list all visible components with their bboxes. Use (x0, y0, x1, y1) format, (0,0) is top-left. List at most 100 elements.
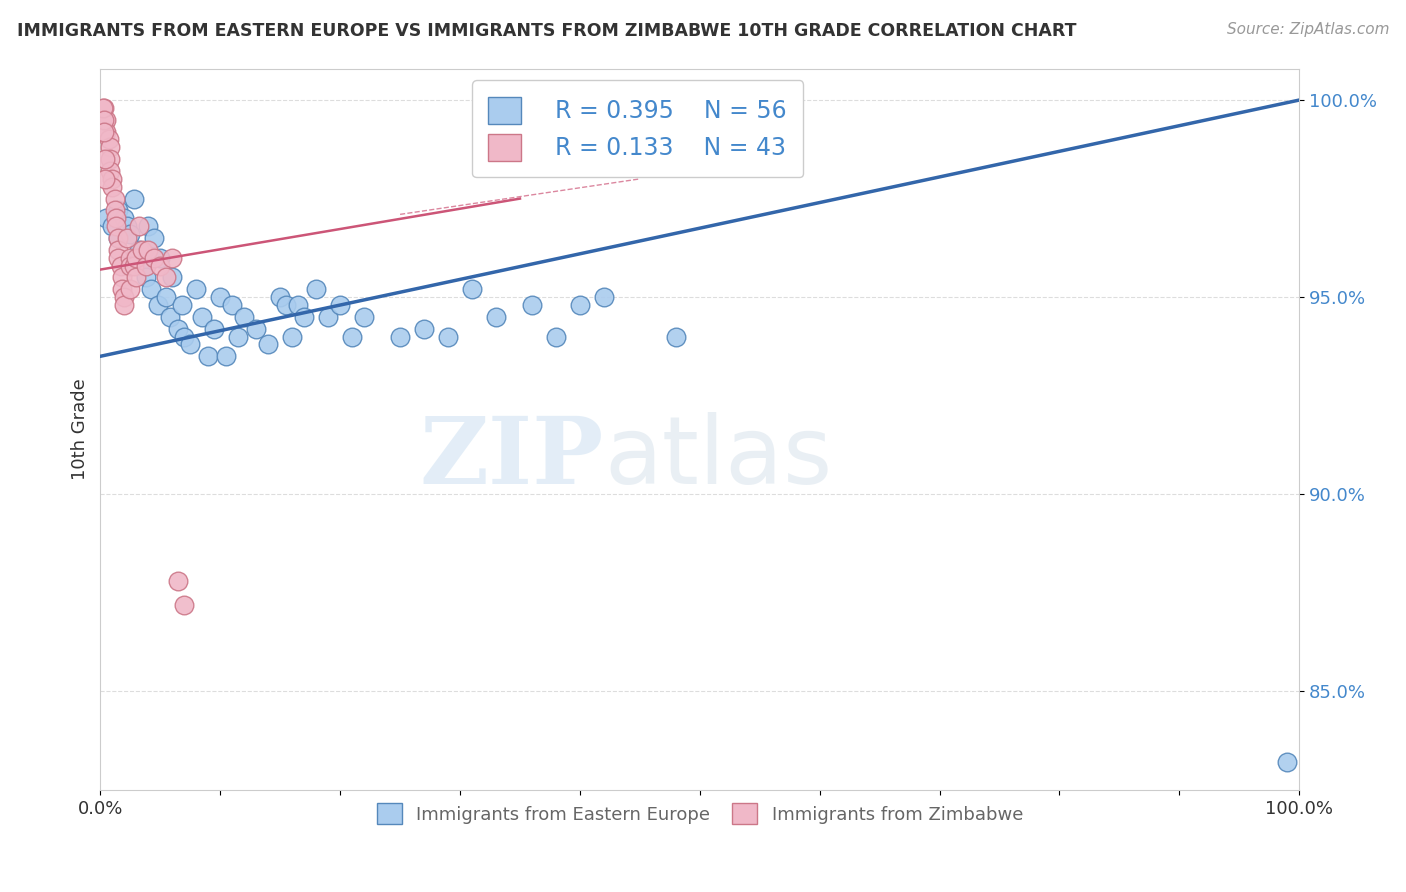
Point (101, 219, 124, 234)
Point (98, 164, 121, 178)
Point (112, 290, 135, 304)
Point (143, 231, 166, 245)
Point (149, 251, 172, 265)
Point (111, 282, 134, 296)
Point (122, 192, 145, 206)
Point (245, 321, 267, 335)
Point (93, 101, 115, 115)
Point (281, 329, 304, 343)
Point (112, 298, 135, 312)
Point (131, 243, 153, 257)
Point (155, 270, 177, 285)
Point (305, 282, 328, 296)
Y-axis label: 10th Grade: 10th Grade (72, 378, 89, 480)
Point (292, 310, 315, 324)
Point (167, 321, 190, 335)
Point (353, 310, 375, 324)
Point (110, 259, 132, 273)
Point (1277, 756, 1299, 770)
Point (96, 211, 118, 226)
Point (104, 211, 127, 226)
Point (101, 179, 124, 194)
Point (202, 321, 225, 335)
Point (568, 298, 591, 312)
Point (170, 298, 193, 312)
Point (120, 227, 142, 241)
Point (173, 329, 195, 343)
Point (111, 270, 134, 285)
Point (149, 259, 172, 273)
Point (125, 251, 148, 265)
Point (94, 172, 117, 186)
Point (135, 259, 157, 273)
Point (120, 251, 142, 265)
Point (115, 219, 138, 234)
Point (136, 243, 159, 257)
Point (96, 125, 118, 139)
Point (93, 112, 115, 127)
Point (128, 243, 150, 257)
Point (104, 219, 127, 234)
Point (98, 140, 121, 154)
Point (592, 290, 614, 304)
Text: IMMIGRANTS FROM EASTERN EUROPE VS IMMIGRANTS FROM ZIMBABWE 10TH GRADE CORRELATIO: IMMIGRANTS FROM EASTERN EUROPE VS IMMIGR… (17, 22, 1077, 40)
Point (136, 219, 159, 234)
Point (257, 337, 280, 351)
Point (389, 329, 412, 343)
Point (107, 231, 129, 245)
Point (276, 298, 298, 312)
Point (107, 251, 129, 265)
Point (96, 112, 118, 127)
Point (162, 270, 184, 285)
Point (91, 101, 114, 115)
Point (125, 251, 148, 265)
Point (437, 329, 460, 343)
Point (221, 298, 243, 312)
Point (269, 290, 291, 304)
Point (98, 152, 121, 166)
Point (94, 152, 117, 166)
Point (107, 231, 129, 245)
Point (159, 310, 181, 324)
Point (233, 310, 256, 324)
Point (215, 349, 238, 363)
Point (97, 132, 120, 146)
Point (461, 282, 484, 296)
Legend: Immigrants from Eastern Europe, Immigrants from Zimbabwe: Immigrants from Eastern Europe, Immigran… (366, 792, 1033, 835)
Point (520, 298, 543, 312)
Point (485, 310, 508, 324)
Point (167, 574, 190, 588)
Text: Source: ZipAtlas.com: Source: ZipAtlas.com (1226, 22, 1389, 37)
Point (329, 298, 352, 312)
Point (143, 251, 166, 265)
Point (197, 349, 219, 363)
Point (131, 259, 153, 273)
Point (155, 290, 177, 304)
Point (173, 598, 195, 612)
Point (104, 203, 127, 218)
Point (93, 125, 115, 139)
Point (162, 251, 184, 265)
Point (287, 298, 309, 312)
Point (226, 329, 249, 343)
Point (340, 329, 363, 343)
Point (209, 290, 232, 304)
Point (413, 321, 436, 335)
Point (120, 282, 142, 296)
Point (112, 211, 135, 226)
Point (191, 310, 214, 324)
Text: atlas: atlas (603, 412, 832, 504)
Point (146, 298, 169, 312)
Point (125, 270, 148, 285)
Point (179, 337, 201, 351)
Point (544, 329, 567, 343)
Point (665, 329, 688, 343)
Point (120, 259, 142, 273)
Text: ZIP: ZIP (419, 413, 603, 503)
Point (122, 259, 145, 273)
Point (135, 270, 157, 285)
Point (128, 219, 150, 234)
Point (115, 231, 138, 245)
Point (139, 282, 162, 296)
Point (107, 243, 129, 257)
